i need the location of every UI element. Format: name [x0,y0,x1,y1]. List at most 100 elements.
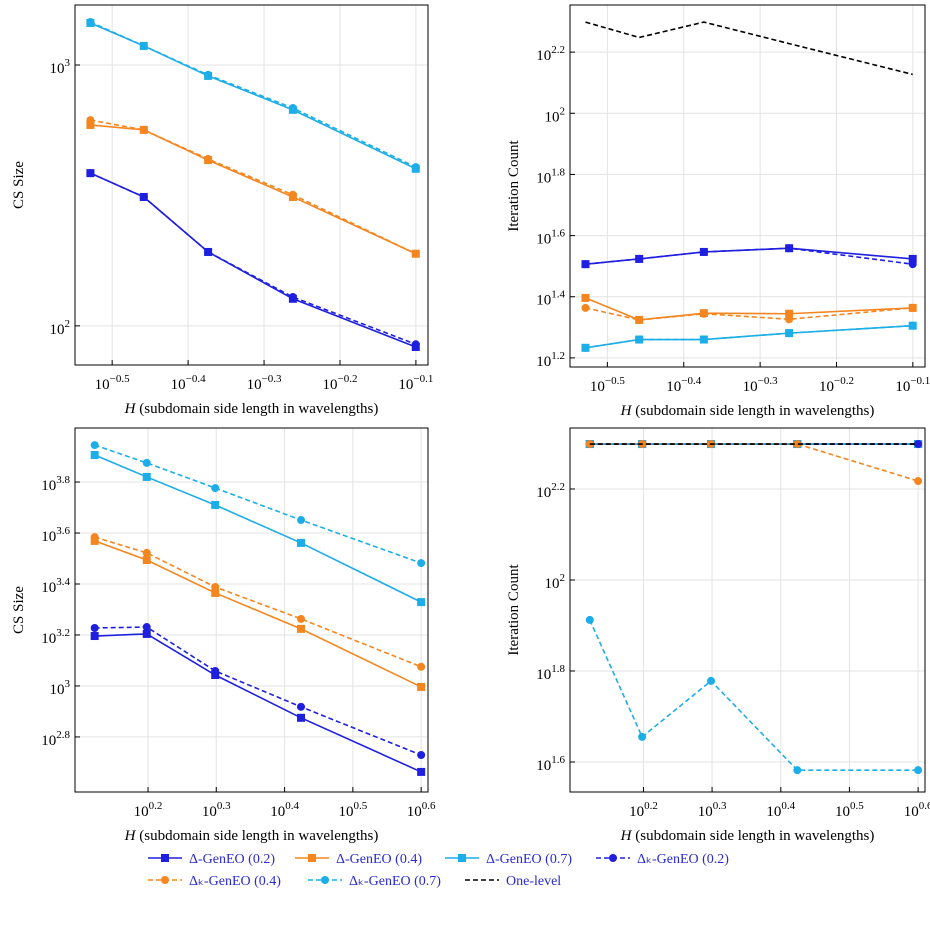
marker [411,340,420,349]
marker [142,556,151,565]
marker [914,766,923,775]
marker [142,458,151,467]
x-tick-label: 10−0.3 [743,375,778,395]
y-tick-label: 103 [50,57,71,77]
x-tick-label: 100.4 [270,800,299,820]
y-tick-label: 103.2 [41,627,70,647]
marker [139,192,148,201]
legend-label: Δ-GenEO (0.4) [336,852,422,867]
marker [211,588,220,597]
marker [139,41,148,50]
series-line [585,297,913,321]
y-tick-label: 102 [545,572,566,592]
marker [211,484,220,493]
y-tick-label: 103.4 [41,576,70,596]
marker [297,614,306,623]
plot-frame [569,4,926,368]
marker [297,516,306,525]
marker [699,309,708,318]
marker [581,293,590,302]
marker [417,662,426,671]
marker [288,104,297,113]
legend-marker [161,854,169,862]
marker [699,247,708,256]
x-axis-label: H (subdomain side length in wavelengths) [620,828,875,844]
x-axis-label: H (subdomain side length in wavelengths) [124,828,379,844]
x-tick-label: 100.2 [629,800,658,820]
series-line [94,633,422,773]
marker [635,254,644,263]
marker [142,623,151,632]
marker [785,315,794,324]
y-axis-label: CS Size [11,586,27,634]
series-line [589,619,919,771]
marker [417,559,426,568]
marker [90,533,99,542]
marker [211,582,220,591]
marker [86,116,95,125]
series-line [94,444,422,564]
x-axis-label: H (subdomain side length in wavelengths) [620,403,875,419]
x-tick-label: 10−0.1 [398,373,433,393]
legend-marker [609,854,617,862]
marker [908,321,917,330]
y-tick-label: 101.8 [536,663,565,683]
series-line [90,172,417,348]
marker [585,615,594,624]
plot-frame [74,427,429,793]
marker [211,500,220,509]
series-line [585,247,913,265]
y-axis-label: Iteration Count [506,564,522,656]
marker [785,309,794,318]
y-tick-label: 101.8 [536,166,565,186]
marker [139,125,148,134]
x-axis-label: H (subdomain side length in wavelengths) [124,401,379,417]
marker [142,548,151,557]
panel: 10−0.5 10−0.4 10−0.3 10−0.2 10−0.1 101.2 101.4… [506,4,930,419]
x-tick-label: 100.6 [904,800,930,820]
marker [785,244,794,253]
marker [86,169,95,178]
legend-label: Δₖ-GenEO (0.2) [637,852,729,867]
marker [90,451,99,460]
plot-frame [74,4,429,366]
legend-marker [161,876,169,884]
marker [142,472,151,481]
marker [297,713,306,722]
legend-marker [308,854,316,862]
legend: Δ-GenEO (0.2) Δ-GenEO (0.4) Δ-GenEO (0.7) Δ… [148,852,729,889]
panel: 100.2 100.3 100.4 100.5 100.6 102.8 103 103.2 10… [11,427,436,844]
series-line [90,172,417,346]
plot-frame [569,427,926,793]
x-tick-label: 100.6 [407,800,436,820]
marker [204,70,213,79]
marker [90,632,99,641]
y-tick-label: 101.4 [536,289,565,309]
marker [908,260,917,269]
marker [707,676,716,685]
series-line [585,21,913,76]
legend-label: Δ-GenEO (0.7) [486,852,572,867]
x-tick-label: 100.4 [766,800,795,820]
x-tick-label: 10−0.2 [323,373,358,393]
series-line [585,324,913,349]
y-tick-label: 101.2 [536,350,565,370]
marker [204,155,213,164]
x-tick-label: 10−0.5 [590,375,625,395]
marker [288,190,297,199]
x-tick-label: 10−0.4 [171,373,206,393]
marker [635,335,644,344]
legend-marker [321,876,329,884]
series-line [94,626,422,756]
x-tick-label: 100.2 [134,800,163,820]
series-line [90,22,417,170]
legend-label: Δₖ-GenEO (0.4) [189,874,281,889]
marker [211,666,220,675]
x-tick-label: 10−0.5 [95,373,130,393]
marker [914,477,923,486]
marker [297,624,306,633]
x-tick-label: 10−0.2 [819,375,854,395]
x-tick-label: 10−0.1 [895,375,930,395]
y-tick-label: 102 [545,105,566,125]
